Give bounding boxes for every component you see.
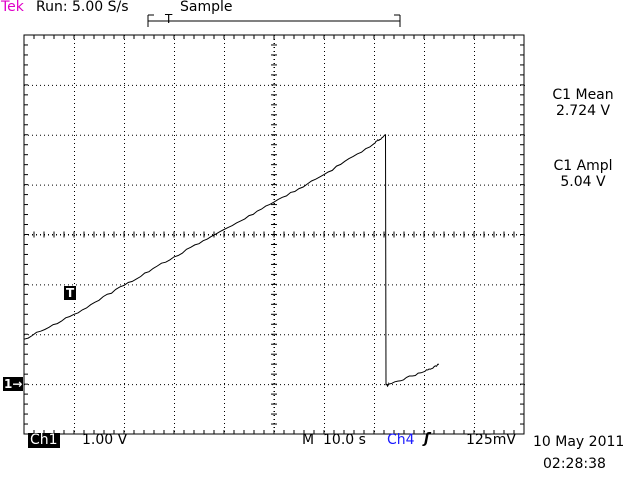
time-readout: 02:28:38: [543, 456, 606, 472]
graticule-grid: [24, 35, 525, 434]
trigger-level: 125mV: [466, 432, 516, 448]
run-status: Run: 5.00 S/s: [36, 0, 129, 15]
brand-logo: Tek: [1, 0, 24, 15]
measurement-value: 2.724 V: [538, 103, 628, 119]
timebase-value: 10.0 s: [323, 432, 366, 448]
trigger-source: Ch4: [387, 432, 415, 448]
measurement-label: C1 Ampl: [538, 158, 628, 174]
timebase-prefix: M: [302, 432, 314, 448]
trigger-level-marker: T: [64, 286, 76, 300]
ch1-ground-marker: 1→: [3, 377, 23, 391]
channel-badge[interactable]: Ch1: [28, 433, 60, 448]
ch1-trace: [24, 135, 439, 386]
ground-arrow-icon: →: [12, 377, 22, 391]
date-readout: 10 May 2011: [533, 434, 624, 450]
acquisition-mode: Sample: [180, 0, 233, 15]
measurement-value: 5.04 V: [538, 174, 628, 190]
record-position-bar: [148, 15, 400, 27]
trigger-position-marker: T: [165, 12, 172, 26]
measurement-label: C1 Mean: [538, 87, 628, 103]
rising-edge-icon: ʃ: [424, 431, 430, 447]
volts-per-div: 1.00 V: [82, 432, 127, 448]
